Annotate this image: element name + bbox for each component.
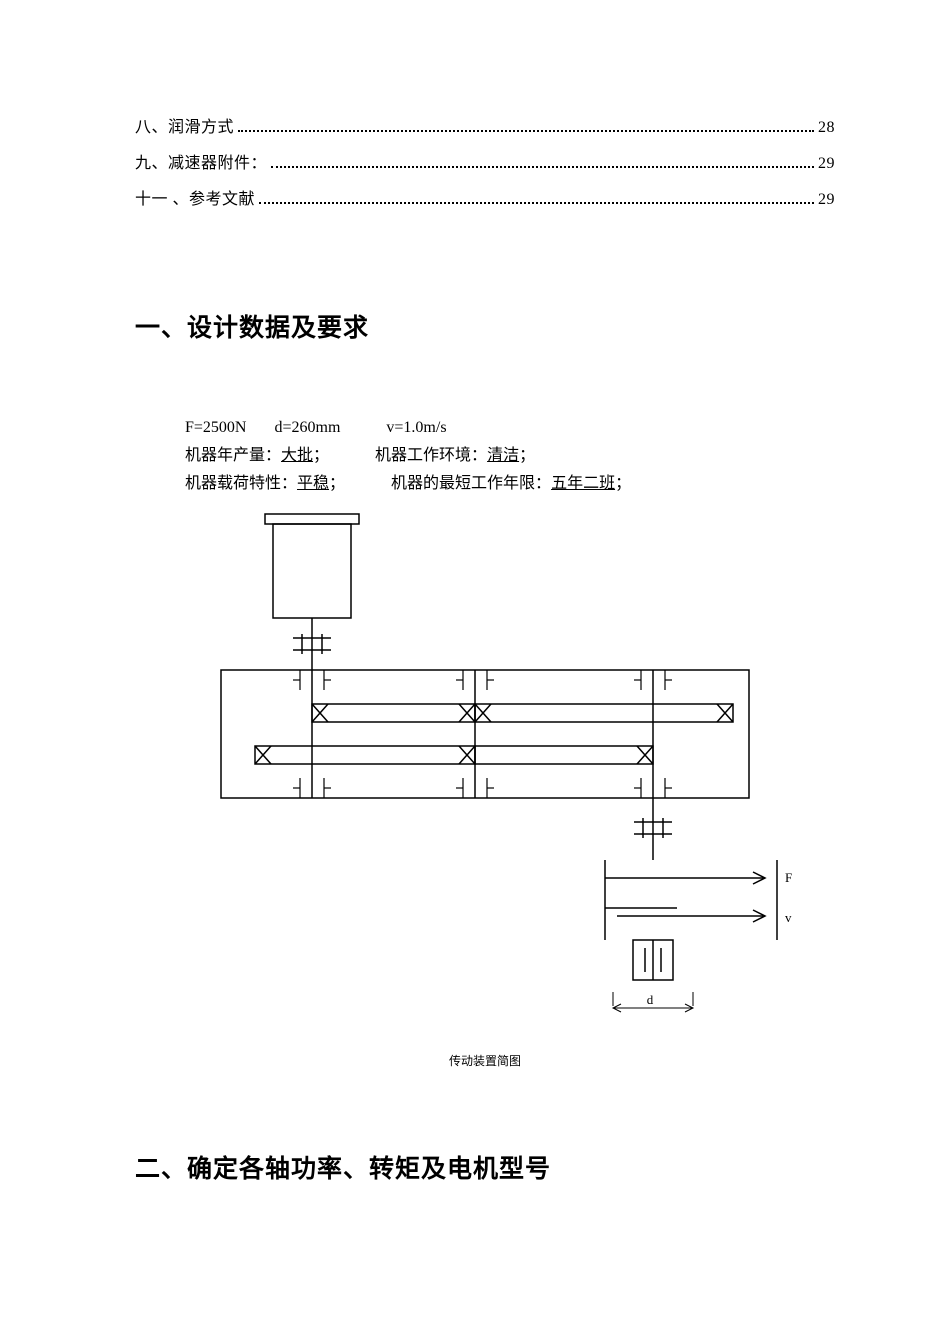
section-2-heading: 二、确定各轴功率、转矩及电机型号: [135, 1149, 835, 1185]
gear-stage-1-icon: [312, 704, 733, 722]
toc-page-number: 29: [818, 146, 835, 182]
bearing-row-top: [293, 670, 672, 690]
toc-leader-dots: [271, 166, 814, 168]
diagram-caption: 传动装置简图: [135, 1052, 835, 1069]
motor-top-icon: [265, 514, 359, 524]
param-suffix: ；: [615, 475, 631, 492]
toc-page-number: 28: [818, 110, 835, 146]
conveyor-assembly-icon: [605, 860, 777, 1012]
diagram-label-F: F: [785, 870, 792, 885]
param-load: 机器载荷特性：平稳；: [185, 470, 345, 498]
param-lifetime: 机器的最短工作年限：五年二班；: [391, 470, 631, 498]
gear-stage-2-icon: [255, 746, 653, 764]
param-suffix: ；: [313, 447, 329, 464]
param-label: 机器的最短工作年限：: [391, 475, 551, 492]
param-suffix: ；: [519, 447, 535, 464]
document-page: 八、润滑方式 28 九、减速器附件： 29 十一 、参考文献 29 一、设计数据…: [0, 0, 950, 1344]
param-label: 机器年产量：: [185, 447, 281, 464]
toc-entry: 九、减速器附件： 29: [135, 146, 835, 182]
param-value-underline: 清洁: [487, 447, 519, 464]
toc-label: 八、润滑方式: [135, 110, 234, 146]
toc-leader-dots: [238, 130, 814, 132]
param-row: 机器年产量：大批； 机器工作环境：清洁；: [185, 442, 835, 470]
toc-entry: 十一 、参考文献 29: [135, 182, 835, 218]
toc-entry: 八、润滑方式 28: [135, 110, 835, 146]
param-environment: 机器工作环境：清洁；: [375, 442, 535, 470]
param-label: 机器工作环境：: [375, 447, 487, 464]
design-parameters: F=2500N d=260mm v=1.0m/s 机器年产量：大批； 机器工作环…: [135, 414, 835, 498]
param-production: 机器年产量：大批；: [185, 442, 329, 470]
param-label: 机器载荷特性：: [185, 475, 297, 492]
param-row: F=2500N d=260mm v=1.0m/s: [185, 414, 835, 442]
toc-page-number: 29: [818, 182, 835, 218]
toc-label: 十一 、参考文献: [135, 182, 255, 218]
diagram-svg: F v d: [165, 508, 805, 1048]
param-suffix: ；: [329, 475, 345, 492]
param-row: 机器载荷特性：平稳； 机器的最短工作年限：五年二班；: [185, 470, 835, 498]
toc-label: 九、减速器附件：: [135, 146, 267, 182]
param-value-underline: 平稳: [297, 475, 329, 492]
param-value-underline: 五年二班: [551, 475, 615, 492]
transmission-diagram: F v d 传动装置简图: [135, 508, 835, 1069]
toc-leader-dots: [259, 202, 814, 204]
param-v: v=1.0m/s: [386, 414, 446, 442]
bearing-row-bottom: [293, 778, 672, 798]
param-d: d=260mm: [274, 414, 340, 442]
diagram-label-v: v: [785, 910, 792, 925]
param-F: F=2500N: [185, 414, 246, 442]
motor-body-icon: [273, 524, 351, 618]
param-value-underline: 大批: [281, 447, 313, 464]
diagram-label-d: d: [647, 992, 654, 1007]
section-1-heading: 一、设计数据及要求: [135, 308, 835, 344]
